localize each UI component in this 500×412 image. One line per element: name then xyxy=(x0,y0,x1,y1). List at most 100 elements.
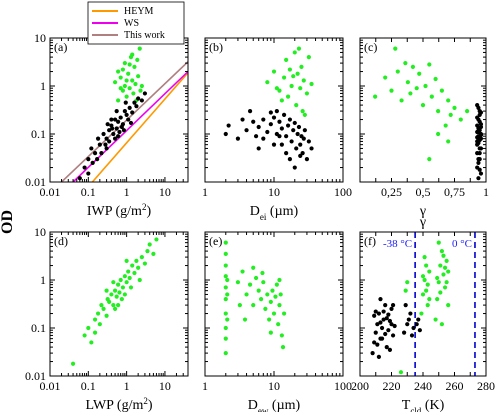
data-point xyxy=(109,117,114,122)
shared-ylabel: OD xyxy=(0,210,16,234)
data-point xyxy=(235,136,241,141)
data-point xyxy=(289,83,294,89)
data-point xyxy=(111,302,116,308)
data-point xyxy=(104,136,109,141)
data-point xyxy=(89,146,94,151)
data-point xyxy=(425,282,430,287)
data-point xyxy=(476,160,481,165)
data-point xyxy=(109,292,114,297)
data-point xyxy=(295,131,300,137)
data-point xyxy=(285,94,291,99)
data-point xyxy=(118,115,123,120)
data-point xyxy=(304,156,310,162)
data-point xyxy=(261,117,266,122)
data-point xyxy=(111,280,116,285)
data-point xyxy=(477,108,482,114)
data-point xyxy=(370,350,375,356)
data-point xyxy=(274,282,279,287)
data-point xyxy=(383,75,388,80)
data-point xyxy=(223,297,228,302)
data-point xyxy=(126,71,131,76)
data-point xyxy=(124,94,129,99)
data-point xyxy=(92,330,98,335)
data-point xyxy=(268,299,273,304)
data-point xyxy=(267,317,272,322)
data-point xyxy=(134,104,139,109)
data-point xyxy=(244,128,249,133)
data-point xyxy=(118,75,123,80)
data-point xyxy=(390,302,396,308)
y-tick-label: 0.1 xyxy=(31,127,46,141)
data-point xyxy=(114,294,119,299)
x-tick-label: 240 xyxy=(414,379,432,393)
panel-4: 1 10 100 (e) Dew (µm) xyxy=(202,231,352,412)
data-point xyxy=(414,86,419,91)
data-point xyxy=(387,347,393,352)
data-point xyxy=(114,126,119,131)
plot-area xyxy=(49,37,189,183)
data-point xyxy=(265,129,270,135)
data-point xyxy=(130,263,135,268)
data-point xyxy=(265,292,270,297)
data-point xyxy=(136,96,141,101)
data-point xyxy=(416,317,421,322)
data-point xyxy=(225,317,230,322)
data-point xyxy=(137,46,142,51)
data-point xyxy=(240,269,245,274)
data-point xyxy=(399,98,404,103)
data-point xyxy=(443,123,448,128)
data-point xyxy=(405,322,410,327)
data-point xyxy=(298,86,303,91)
data-point xyxy=(253,275,259,281)
data-point xyxy=(132,64,137,69)
data-point xyxy=(405,80,410,85)
data-point xyxy=(417,328,422,333)
data-point xyxy=(281,112,287,117)
data-point xyxy=(89,340,94,345)
data-point xyxy=(101,306,106,311)
data-point xyxy=(296,46,302,51)
data-point xyxy=(130,110,135,115)
x-tick-label: 1 xyxy=(124,379,130,393)
data-point xyxy=(223,325,228,331)
data-point xyxy=(104,313,109,318)
data-point xyxy=(408,311,413,316)
data-point xyxy=(127,275,132,281)
data-point xyxy=(384,316,389,321)
data-point xyxy=(427,156,432,162)
data-point xyxy=(442,265,448,270)
panel-label: (a) xyxy=(54,40,67,54)
data-point xyxy=(119,297,124,302)
data-point xyxy=(223,336,228,341)
x-tick-label: 0.01 xyxy=(40,185,61,199)
data-point xyxy=(270,288,275,293)
data-point xyxy=(136,265,141,270)
data-point xyxy=(97,142,102,147)
data-point xyxy=(420,274,426,279)
data-point xyxy=(476,117,481,122)
data-point xyxy=(122,108,127,114)
y-tick-label: 0.01 xyxy=(25,369,46,383)
data-point xyxy=(277,134,282,139)
panel-label: (b) xyxy=(209,40,223,54)
x-tick-label: 10 xyxy=(268,185,280,199)
data-point xyxy=(302,128,307,133)
data-point xyxy=(277,277,282,283)
data-point xyxy=(475,135,480,140)
x-axis-label: IWP (g/m2) xyxy=(87,202,152,219)
data-point xyxy=(268,122,273,127)
panel-0: 0.01 0.1 1 10 0.01 0.1 1 10 (a) IWP (g/m2) xyxy=(25,31,189,219)
data-point xyxy=(389,322,394,327)
data-point xyxy=(389,88,394,93)
data-point xyxy=(70,361,76,366)
data-point xyxy=(425,302,430,308)
data-point xyxy=(384,345,389,350)
data-point xyxy=(223,274,228,279)
data-point xyxy=(281,311,287,316)
data-point xyxy=(280,345,286,350)
data-point xyxy=(95,156,100,162)
data-point xyxy=(376,354,381,359)
data-point xyxy=(112,306,118,311)
data-point xyxy=(301,78,306,83)
